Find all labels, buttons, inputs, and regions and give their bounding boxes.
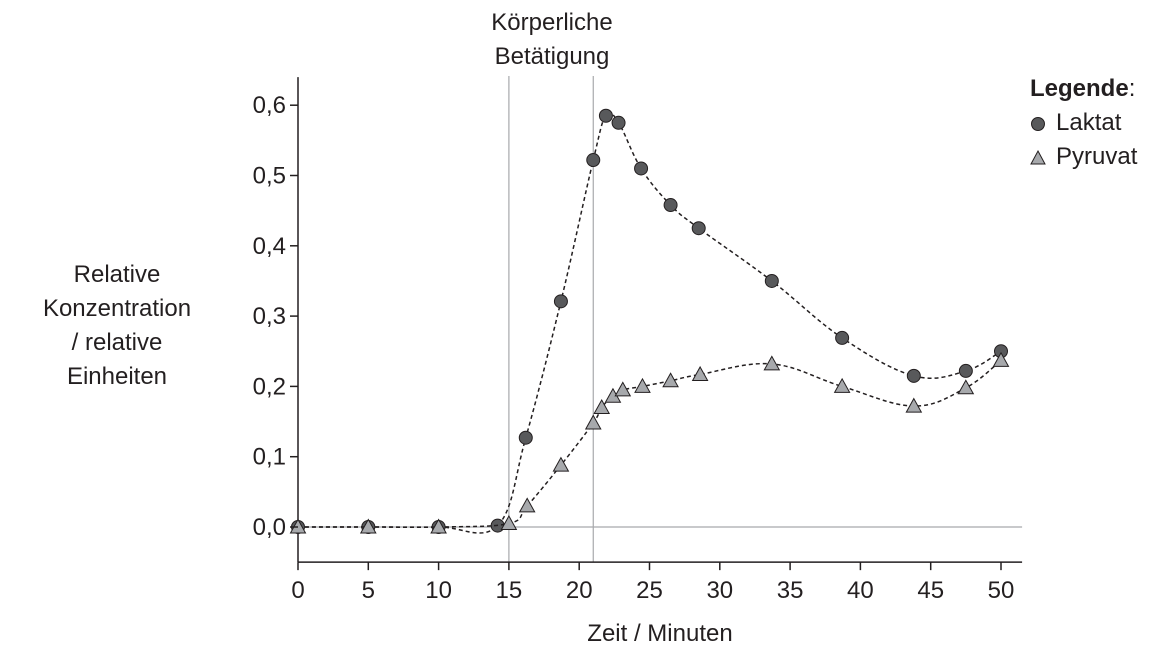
data-point-laktat [586, 153, 601, 168]
data-point-pyruvat [500, 514, 518, 530]
data-point-laktat [906, 368, 921, 383]
x-tick-label: 50 [988, 577, 1015, 604]
data-point-pyruvat [957, 379, 975, 395]
x-tick-label: 25 [636, 577, 663, 604]
y-axis-label-line-4: Einheiten [66, 363, 168, 390]
data-point-laktat [598, 108, 613, 123]
y-tick-label: 0,2 [253, 373, 286, 400]
data-point-laktat [611, 115, 626, 130]
data-point-pyruvat [691, 365, 709, 381]
legend-title-colon: : [1128, 75, 1136, 102]
x-axis-label: Zeit / Minuten [587, 620, 733, 647]
y-tick-label: 0,6 [253, 92, 286, 119]
legend-triangle-marker-icon [1030, 149, 1046, 165]
data-point-laktat [835, 330, 850, 345]
x-tick-label: 20 [566, 577, 593, 604]
data-point-pyruvat [430, 518, 447, 534]
series-line-pyruvat [298, 359, 1002, 529]
data-point-laktat [553, 294, 568, 309]
data-point-pyruvat [359, 518, 377, 534]
x-tick-label: 35 [777, 577, 804, 604]
annotation-line-2: Betätigung [494, 43, 610, 70]
data-point-pyruvat [833, 377, 851, 393]
y-axis-label-line-3: / relative [71, 329, 163, 356]
y-tick-label: 0,0 [253, 514, 286, 541]
x-tick-label: 15 [496, 577, 523, 604]
legend-title: Legende: [1030, 72, 1137, 106]
legend-item-pyruvat: Pyruvat [1030, 140, 1137, 174]
data-point-laktat [663, 198, 678, 213]
series-line-laktat [298, 111, 1002, 534]
legend: Legende: Laktat Pyruvat [1030, 72, 1137, 174]
legend-circle-marker-icon [1031, 117, 1045, 131]
x-tick-label: 45 [917, 577, 944, 604]
legend-title-text: Legende [1030, 75, 1129, 102]
x-tick-label: 40 [847, 577, 874, 604]
y-tick-label: 0,4 [253, 233, 286, 260]
data-point-pyruvat [552, 456, 570, 472]
x-tick-label: 0 [291, 577, 304, 604]
data-point-pyruvat [992, 351, 1010, 367]
annotation-line-1: Körperliche [491, 9, 613, 36]
data-point-pyruvat [763, 355, 781, 371]
legend-label-laktat: Laktat [1056, 109, 1122, 136]
data-point-laktat [958, 363, 973, 378]
y-axis-label-line-2: Konzentration [42, 295, 192, 322]
activity-annotation: Körperliche Betätigung [432, 6, 672, 74]
y-axis-label-line-1: Relative [73, 261, 161, 288]
data-point-laktat [634, 161, 649, 176]
legend-label-pyruvat: Pyruvat [1056, 143, 1138, 170]
data-point-pyruvat [662, 372, 679, 388]
data-point-pyruvat [584, 414, 602, 430]
data-point-laktat [691, 221, 706, 236]
x-tick-label: 5 [362, 577, 375, 604]
y-axis-label: Relative Konzentration / relative Einhei… [0, 258, 234, 394]
data-point-pyruvat [905, 397, 923, 413]
data-point-pyruvat [614, 381, 632, 397]
data-point-pyruvat [634, 377, 651, 393]
y-tick-label: 0,5 [253, 163, 286, 190]
data-point-pyruvat [518, 497, 536, 513]
x-tick-label: 30 [706, 577, 733, 604]
data-point-pyruvat [593, 398, 611, 414]
x-tick-label: 10 [425, 577, 452, 604]
y-tick-label: 0,1 [253, 444, 286, 471]
legend-item-laktat: Laktat [1030, 106, 1137, 140]
y-tick-label: 0,3 [253, 303, 286, 330]
data-point-laktat [518, 430, 533, 445]
data-point-laktat [764, 273, 779, 288]
